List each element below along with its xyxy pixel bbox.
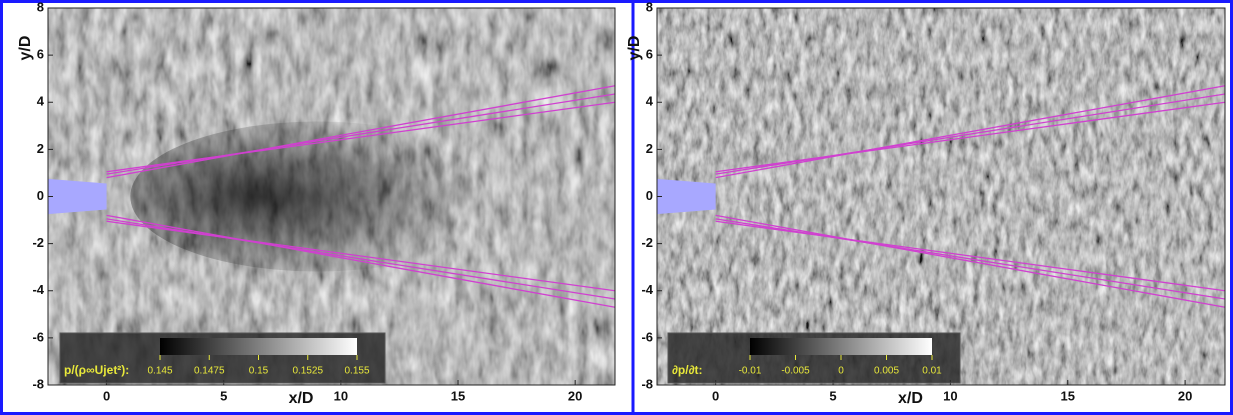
y-tick-label: -8 xyxy=(641,376,653,391)
colorbar-tick-label: 0.15 xyxy=(249,366,269,377)
y-tick-label: -8 xyxy=(32,376,44,391)
y-tick-label: -4 xyxy=(32,282,44,297)
colorbar xyxy=(750,338,932,355)
y-tick-label: 2 xyxy=(37,141,44,156)
colorbar-tick-label: 0.01 xyxy=(922,366,942,377)
x-tick-label: 5 xyxy=(829,388,836,403)
colorbar-tick-label: 0.145 xyxy=(147,366,172,377)
x-axis-label: x/D xyxy=(898,390,923,407)
y-tick-label: 8 xyxy=(37,0,44,14)
colorbar xyxy=(160,338,357,355)
x-tick-label: 15 xyxy=(1061,388,1075,403)
field-image xyxy=(657,8,1225,385)
x-tick-label: 10 xyxy=(943,388,957,403)
nozzle xyxy=(657,179,716,214)
y-tick-label: 4 xyxy=(37,94,45,109)
y-tick-label: 4 xyxy=(646,94,654,109)
y-tick-label: 0 xyxy=(37,188,44,203)
x-tick-label: 10 xyxy=(334,388,348,403)
colorbar-tick-label: -0.01 xyxy=(739,366,762,377)
x-tick-label: 15 xyxy=(451,388,465,403)
x-tick-label: 20 xyxy=(1178,388,1192,403)
y-axis-label: y/D xyxy=(17,36,34,61)
x-tick-label: 0 xyxy=(103,388,110,403)
figure: 05101520-8-6-4-202468x/Dy/D0.1450.14750.… xyxy=(0,0,1233,415)
y-tick-label: 0 xyxy=(646,188,653,203)
y-tick-label: -4 xyxy=(641,282,653,297)
y-tick-label: 8 xyxy=(646,0,653,14)
jet-core xyxy=(130,122,504,272)
x-tick-label: 0 xyxy=(712,388,719,403)
colorbar-tick-label: 0 xyxy=(838,366,844,377)
y-tick-label: -6 xyxy=(32,329,44,344)
colorbar-label: p/(ρ∞Ujet²): xyxy=(64,363,129,377)
x-tick-label: 20 xyxy=(568,388,582,403)
colorbar-label: ∂p/∂t: xyxy=(672,363,703,377)
x-axis-label: x/D xyxy=(289,390,314,407)
colorbar-tick-label: 0.155 xyxy=(344,366,369,377)
y-tick-label: -2 xyxy=(32,235,44,250)
x-tick-label: 5 xyxy=(220,388,227,403)
y-tick-label: 2 xyxy=(646,141,653,156)
y-axis-label: y/D xyxy=(626,36,643,61)
nozzle xyxy=(48,179,107,214)
colorbar-tick-label: 0.1475 xyxy=(194,366,225,377)
colorbar-tick-label: 0.005 xyxy=(874,366,899,377)
colorbar-tick-label: 0.1525 xyxy=(292,366,323,377)
y-tick-label: 6 xyxy=(37,47,44,62)
y-tick-label: -2 xyxy=(641,235,653,250)
y-tick-label: -6 xyxy=(641,329,653,344)
y-tick-label: 6 xyxy=(646,47,653,62)
colorbar-tick-label: -0.005 xyxy=(781,366,810,377)
